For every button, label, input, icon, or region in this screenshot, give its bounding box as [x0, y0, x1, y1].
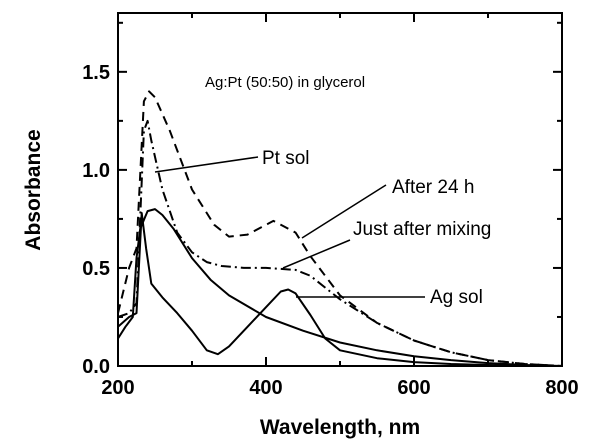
y-tick-label: 0.0: [82, 356, 110, 378]
annotation-leader-pt-sol: [154, 156, 259, 173]
chart-title: Ag:Pt (50:50) in glycerol: [205, 74, 365, 91]
plot-frame: [117, 12, 563, 367]
annotation-ag-sol: Ag sol: [430, 287, 483, 308]
series-line-after-24-h: [117, 90, 563, 367]
ticks-layer: 200 400 600 800 0.0 0.5 1.0 1.5: [82, 13, 579, 399]
annotation-layer: Pt sol After 24 h Just after mixing Ag sol: [154, 148, 491, 308]
y-tick-label: 0.5: [82, 258, 110, 280]
series-line-just-after-mixing: [117, 119, 563, 367]
x-tick-label: 800: [545, 377, 578, 399]
x-tick-label: 600: [397, 377, 430, 399]
axes-layer: [117, 12, 563, 367]
x-axis-title: Wavelength, nm: [260, 416, 420, 439]
annotation-pt-sol: Pt sol: [262, 148, 310, 169]
annotation-leader-just-after-mixing: [282, 239, 351, 269]
series-layer: [117, 90, 563, 367]
annotation-just-after-mixing: Just after mixing: [353, 219, 491, 240]
series-line-pt-sol: [117, 208, 563, 367]
annotation-leader-after-24-h: [301, 184, 387, 239]
y-axis-title: Absorbance: [22, 129, 45, 250]
annotation-after-24-h: After 24 h: [392, 177, 474, 198]
x-tick-label: 400: [249, 377, 282, 399]
x-tick-label: 200: [101, 377, 134, 399]
y-tick-label: 1.0: [82, 160, 110, 182]
y-tick-label: 1.5: [82, 62, 110, 84]
series-line-ag-sol: [117, 212, 562, 367]
